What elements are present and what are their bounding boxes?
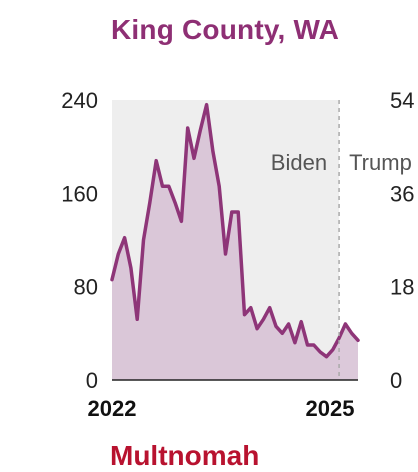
series-area [112, 104, 358, 380]
right-tick-label: 18 [390, 275, 414, 300]
right-tick-label: 36 [390, 181, 414, 206]
y-tick-label: 80 [74, 275, 98, 300]
right-tick-label: 54 [390, 88, 414, 113]
x-tick-label-end: 2025 [306, 396, 355, 421]
area-chart: 240 160 80 0 54 36 18 0 Biden Trump 2022 2025 [61, 88, 414, 421]
y-axis-ticks: 240 160 80 0 [61, 88, 98, 393]
series-line [110, 102, 360, 359]
y-tick-label: 160 [61, 181, 98, 206]
x-tick-label-start: 2022 [88, 396, 137, 421]
right-tick-label: 0 [390, 368, 402, 393]
y-tick-label: 240 [61, 88, 98, 113]
right-axis-ticks: 54 36 18 0 [390, 88, 414, 393]
era-label-biden: Biden [271, 150, 327, 175]
chart-title: King County, WA [111, 14, 339, 45]
y-tick-label: 0 [86, 368, 98, 393]
next-chart-title: Multnomah [110, 440, 260, 471]
era-label-trump: Trump [349, 150, 412, 175]
